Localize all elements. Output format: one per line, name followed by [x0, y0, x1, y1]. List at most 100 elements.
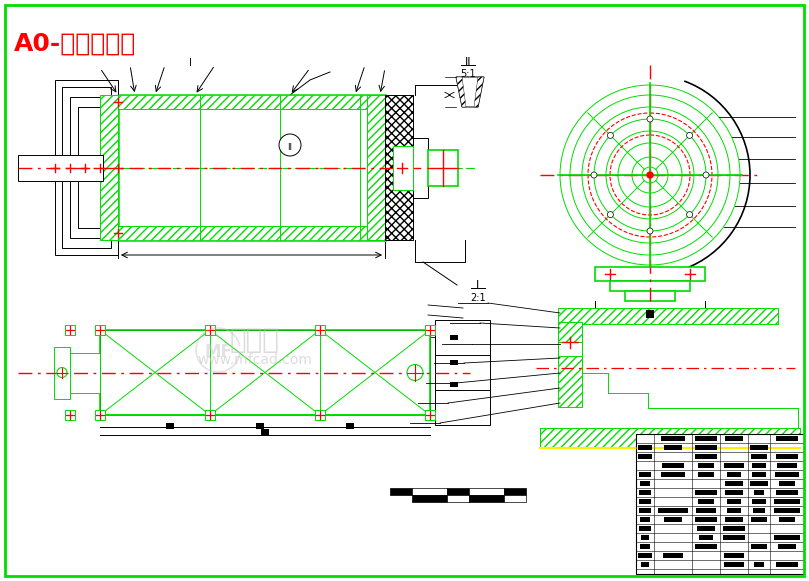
Bar	[696, 517, 717, 522]
Bar	[726, 499, 741, 504]
Bar	[118, 95, 385, 240]
Bar	[636, 434, 804, 574]
Bar	[640, 544, 650, 548]
Bar	[641, 535, 650, 540]
Bar	[610, 281, 690, 291]
Bar	[469, 488, 504, 495]
Bar	[777, 463, 798, 468]
Text: MF: MF	[204, 343, 232, 361]
Bar	[695, 446, 717, 450]
Bar	[639, 508, 650, 512]
Bar	[752, 499, 766, 504]
Bar	[661, 472, 684, 476]
Bar	[727, 508, 740, 512]
Bar	[695, 490, 718, 494]
Bar	[774, 508, 799, 512]
Bar	[750, 481, 768, 486]
Circle shape	[687, 211, 693, 218]
Bar	[428, 149, 458, 185]
Bar	[699, 535, 714, 540]
Bar	[346, 423, 354, 429]
Bar	[412, 488, 447, 495]
Bar	[697, 472, 714, 476]
Bar	[78, 107, 100, 228]
Bar	[751, 517, 767, 522]
Bar	[777, 490, 798, 494]
Bar	[435, 320, 490, 425]
Bar	[450, 382, 458, 387]
Bar	[637, 454, 652, 458]
Circle shape	[647, 116, 653, 122]
Text: I: I	[477, 280, 480, 290]
Bar	[639, 526, 650, 530]
Bar	[726, 472, 741, 476]
Circle shape	[279, 134, 301, 156]
Bar	[62, 87, 111, 248]
Bar	[751, 454, 767, 458]
Bar	[639, 490, 651, 494]
Text: I: I	[188, 58, 192, 68]
Text: 5:1: 5:1	[460, 69, 476, 79]
Bar	[659, 508, 688, 512]
Bar	[625, 291, 675, 301]
Bar	[315, 410, 325, 420]
Bar	[118, 226, 385, 240]
Text: A0-卷筒部件图: A0-卷筒部件图	[14, 32, 136, 56]
Bar	[118, 95, 385, 109]
Bar	[95, 325, 105, 335]
Bar	[100, 330, 430, 415]
Bar	[261, 429, 269, 435]
Bar	[777, 454, 798, 458]
Bar	[664, 446, 682, 450]
Bar	[447, 495, 469, 502]
Bar	[54, 346, 70, 399]
Bar	[100, 330, 430, 415]
Bar	[450, 335, 458, 340]
Bar	[95, 410, 105, 420]
Bar	[752, 463, 766, 468]
Bar	[724, 463, 744, 468]
Bar	[70, 97, 105, 238]
Text: II: II	[464, 57, 472, 67]
Bar	[752, 472, 765, 476]
Bar	[662, 436, 684, 440]
Text: 2:1: 2:1	[470, 293, 486, 303]
Bar	[385, 95, 413, 240]
Bar	[640, 481, 650, 486]
Polygon shape	[456, 77, 466, 107]
Text: II: II	[287, 144, 293, 152]
Bar	[698, 499, 714, 504]
Bar	[558, 322, 582, 342]
Circle shape	[608, 211, 613, 218]
Bar	[256, 423, 264, 429]
Bar	[447, 488, 469, 495]
Bar	[205, 410, 215, 420]
Bar	[100, 95, 118, 240]
Bar	[751, 544, 767, 548]
Bar	[664, 517, 682, 522]
Bar	[70, 353, 100, 393]
Circle shape	[608, 132, 613, 138]
Bar	[696, 508, 717, 512]
Polygon shape	[474, 77, 484, 107]
Bar	[723, 553, 744, 558]
Bar	[367, 95, 385, 240]
Bar	[450, 360, 458, 365]
Bar	[779, 481, 795, 486]
Bar	[697, 526, 715, 530]
Bar	[641, 562, 650, 566]
Bar	[469, 495, 504, 502]
Bar	[722, 526, 745, 530]
Bar	[65, 410, 75, 420]
Bar	[775, 472, 798, 476]
Bar	[639, 472, 651, 476]
Bar	[639, 499, 650, 504]
Circle shape	[57, 368, 67, 378]
Bar	[724, 562, 744, 566]
Polygon shape	[456, 77, 484, 107]
Bar	[595, 267, 705, 281]
Bar	[558, 342, 582, 407]
Bar	[753, 490, 765, 494]
Bar	[695, 454, 717, 458]
Circle shape	[647, 228, 653, 234]
